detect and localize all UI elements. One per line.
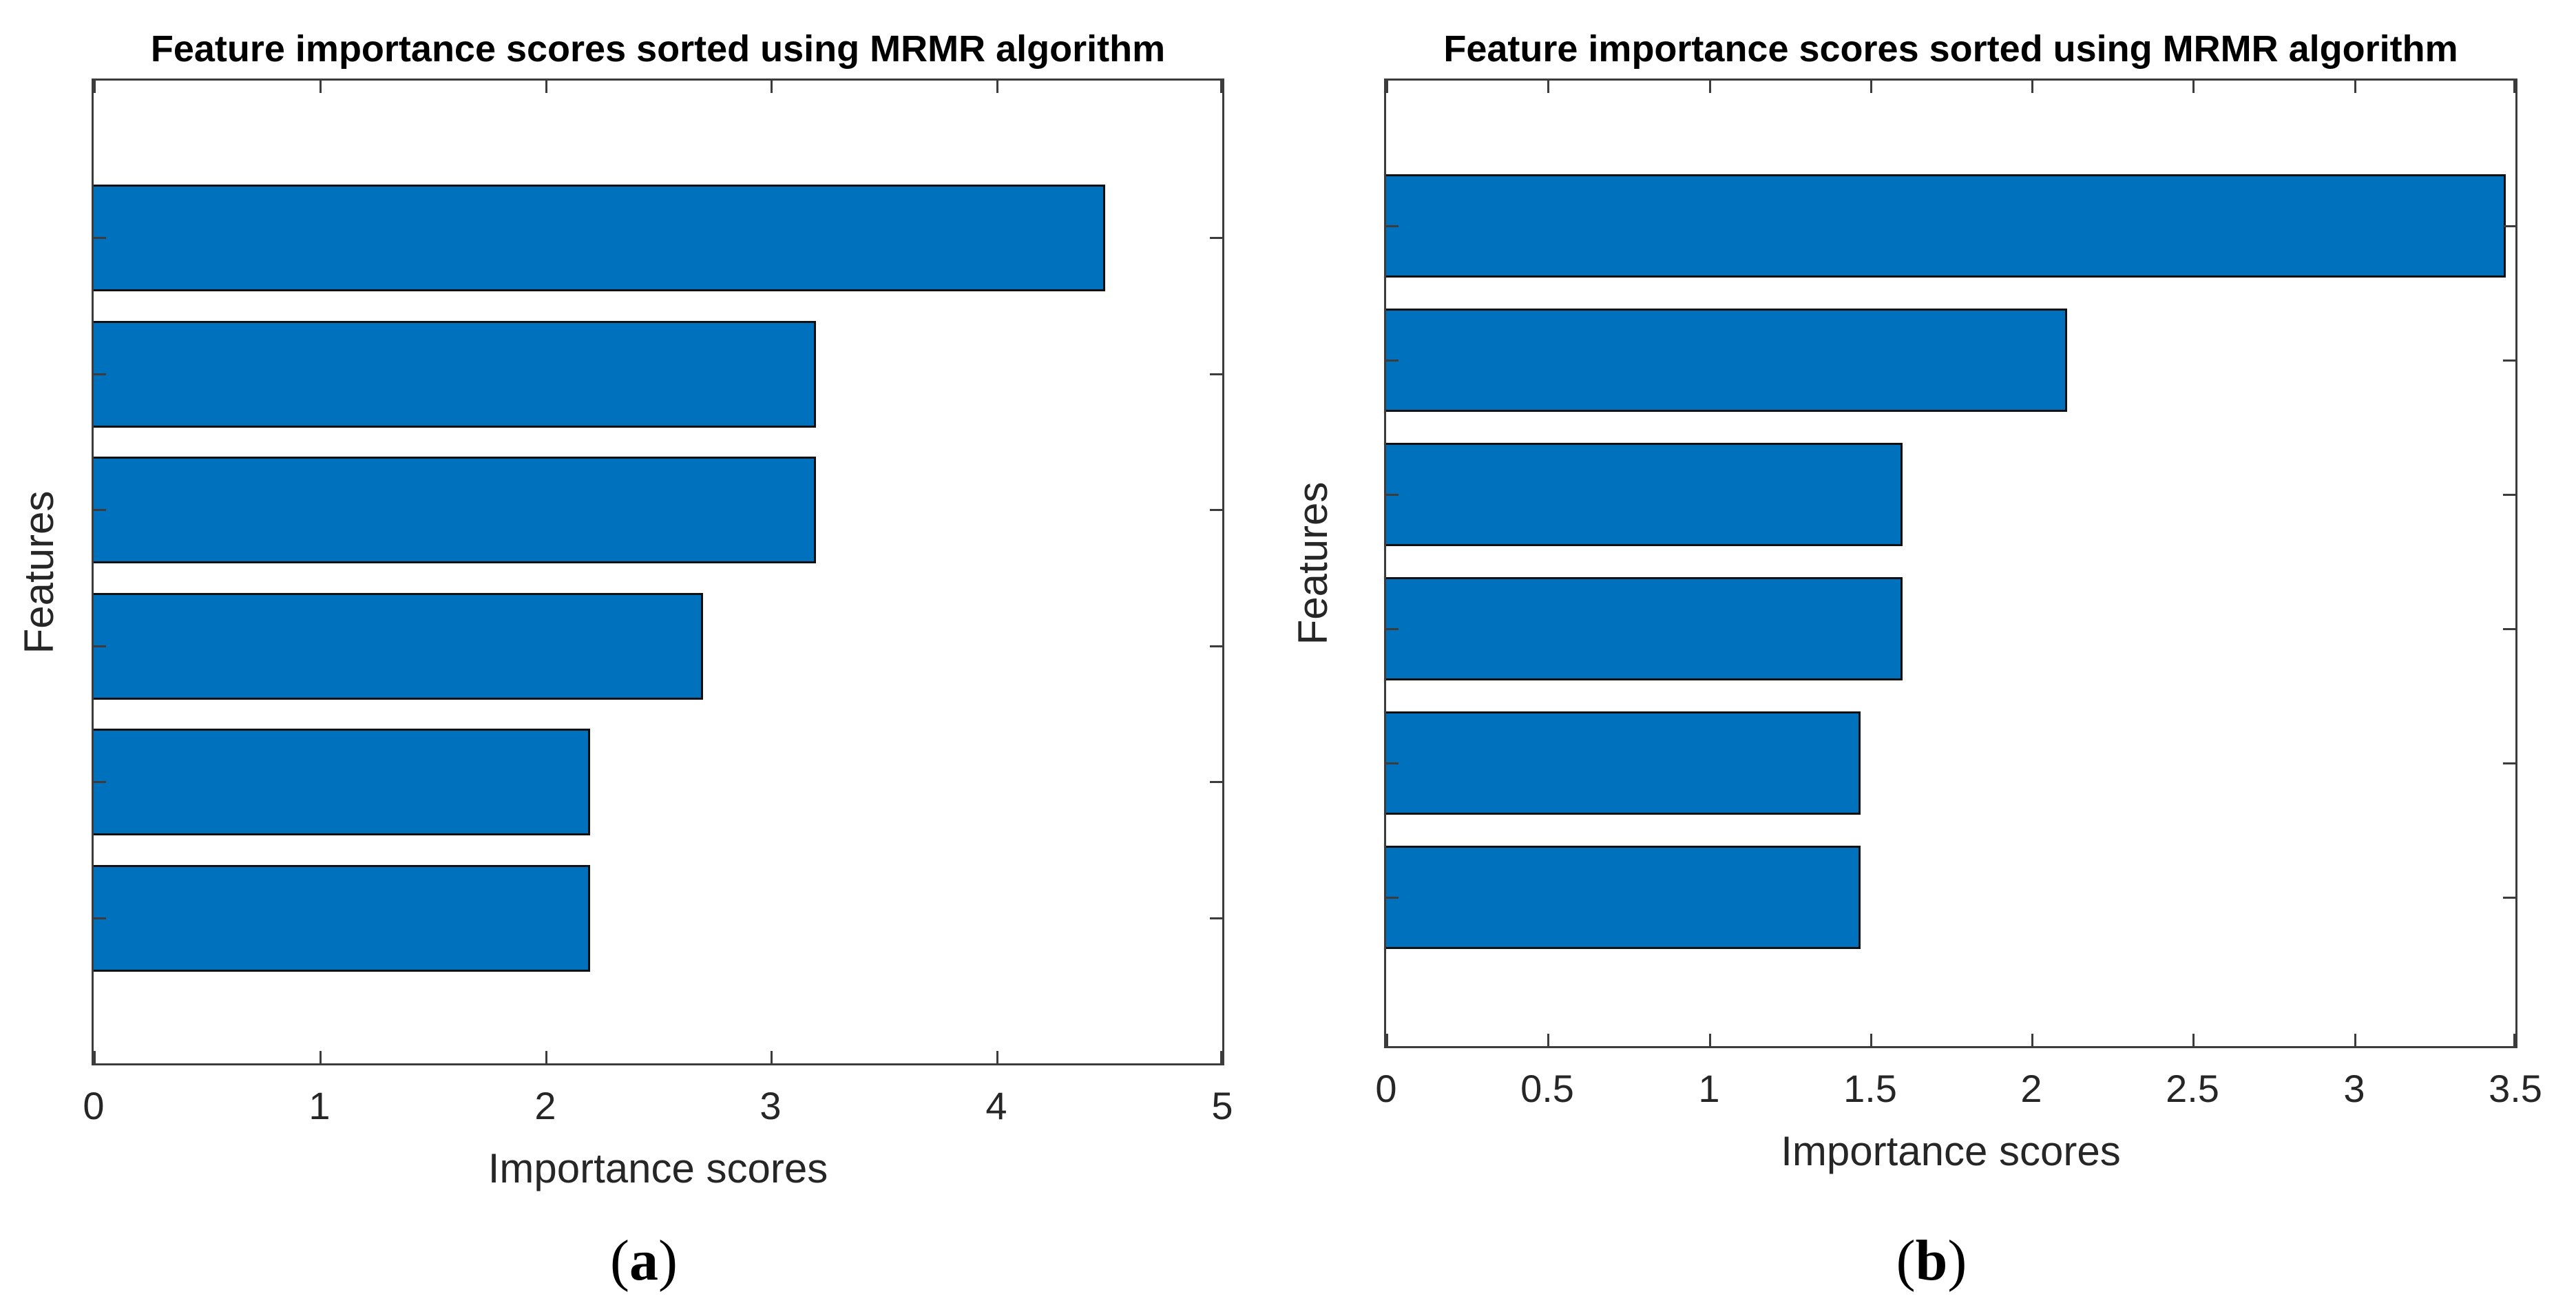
y-tick-right <box>1210 373 1222 375</box>
y-tick-right <box>1210 645 1222 647</box>
x-tick-label: 1 <box>308 1084 331 1127</box>
x-tick-bottom <box>320 1051 322 1063</box>
x-tick-top <box>1547 81 1549 93</box>
bar-1 <box>94 185 1105 291</box>
x-tick-label: 2 <box>2020 1067 2042 1110</box>
x-tick-bottom <box>2513 1034 2515 1046</box>
x-tick-label: 3 <box>760 1084 782 1127</box>
x-tick-bottom <box>996 1051 998 1063</box>
x-tick-top <box>2513 81 2515 93</box>
x-tick-top <box>545 81 547 93</box>
x-tick-bottom <box>2031 1034 2033 1046</box>
chart-a-x-axis-label: Importance scores <box>488 1145 828 1191</box>
y-tick-left <box>1386 494 1399 496</box>
caption-b-close-paren: ) <box>1947 1229 1967 1293</box>
caption-b-open-paren: ( <box>1896 1229 1916 1293</box>
x-tick-top <box>320 81 322 93</box>
y-tick-right <box>1210 781 1222 783</box>
y-tick-left <box>94 237 106 239</box>
x-tick-label: 1 <box>1698 1067 1720 1110</box>
y-tick-right <box>2503 359 2515 362</box>
x-tick-bottom <box>545 1051 547 1063</box>
y-tick-right <box>2503 897 2515 899</box>
y-tick-right <box>1210 509 1222 511</box>
bar-3 <box>94 457 816 563</box>
y-tick-left <box>94 917 106 919</box>
y-tick-left <box>1386 897 1399 899</box>
x-tick-top <box>94 81 96 93</box>
x-tick-top <box>1709 81 1711 93</box>
x-tick-bottom <box>1709 1034 1711 1046</box>
caption-b-letter: b <box>1915 1229 1948 1293</box>
bar-5 <box>1386 711 1861 815</box>
chart-a-plot-area <box>92 79 1224 1065</box>
y-tick-left <box>94 509 106 511</box>
caption-a-letter: a <box>629 1229 658 1293</box>
x-tick-label: 0 <box>83 1084 105 1127</box>
y-tick-right <box>2503 225 2515 227</box>
y-tick-left <box>1386 628 1399 630</box>
x-tick-label: 3.5 <box>2489 1067 2542 1110</box>
bar-4 <box>1386 577 1903 680</box>
x-tick-top <box>996 81 998 93</box>
y-tick-right <box>1210 917 1222 919</box>
caption-a-open-paren: ( <box>610 1229 629 1293</box>
y-tick-left <box>1386 762 1399 764</box>
chart-a-title: Feature importance scores sorted using M… <box>150 28 1166 70</box>
x-tick-bottom <box>1220 1051 1222 1063</box>
x-tick-top <box>771 81 773 93</box>
chart-b-x-axis-label: Importance scores <box>1781 1128 2121 1174</box>
x-tick-bottom <box>2354 1034 2356 1046</box>
y-tick-right <box>2503 494 2515 496</box>
y-tick-right <box>1210 237 1222 239</box>
y-tick-right <box>2503 628 2515 630</box>
y-tick-left <box>94 373 106 375</box>
chart-b-caption: (b) <box>1725 1227 2138 1294</box>
bar-4 <box>94 592 703 700</box>
y-tick-right <box>2503 762 2515 764</box>
chart-b-title: Feature importance scores sorted using M… <box>1443 28 2458 70</box>
x-tick-label: 2 <box>534 1084 556 1127</box>
bar-5 <box>94 729 590 835</box>
chart-b-y-axis-label: Features <box>1290 481 1336 645</box>
bar-6 <box>94 864 590 972</box>
x-tick-bottom <box>771 1051 773 1063</box>
x-tick-top <box>1870 81 1872 93</box>
x-tick-label: 1.5 <box>1843 1067 1897 1110</box>
chart-a-caption: (a) <box>437 1227 850 1294</box>
x-tick-top <box>1220 81 1222 93</box>
y-tick-left <box>1386 359 1399 362</box>
bar-1 <box>1386 174 2506 278</box>
x-tick-label: 2.5 <box>2166 1067 2219 1110</box>
bar-2 <box>94 320 816 428</box>
x-tick-bottom <box>94 1051 96 1063</box>
x-tick-top <box>2354 81 2356 93</box>
x-tick-top <box>2192 81 2195 93</box>
x-tick-label: 5 <box>1211 1084 1233 1127</box>
x-tick-bottom <box>1386 1034 1388 1046</box>
bar-2 <box>1386 309 2067 412</box>
y-tick-left <box>94 781 106 783</box>
x-tick-label: 0 <box>1375 1067 1397 1110</box>
bar-6 <box>1386 846 1861 949</box>
x-tick-bottom <box>1870 1034 1872 1046</box>
caption-a-close-paren: ) <box>658 1229 678 1293</box>
x-tick-top <box>1386 81 1388 93</box>
x-tick-label: 3 <box>2343 1067 2365 1110</box>
chart-b-plot-area <box>1384 79 2517 1048</box>
bar-3 <box>1386 443 1903 546</box>
x-tick-bottom <box>2192 1034 2195 1046</box>
chart-a-y-axis-label: Features <box>16 490 62 654</box>
x-tick-label: 0.5 <box>1520 1067 1574 1110</box>
y-tick-left <box>94 645 106 647</box>
x-tick-top <box>2031 81 2033 93</box>
x-tick-bottom <box>1547 1034 1549 1046</box>
y-tick-left <box>1386 225 1399 227</box>
x-tick-label: 4 <box>985 1084 1007 1127</box>
